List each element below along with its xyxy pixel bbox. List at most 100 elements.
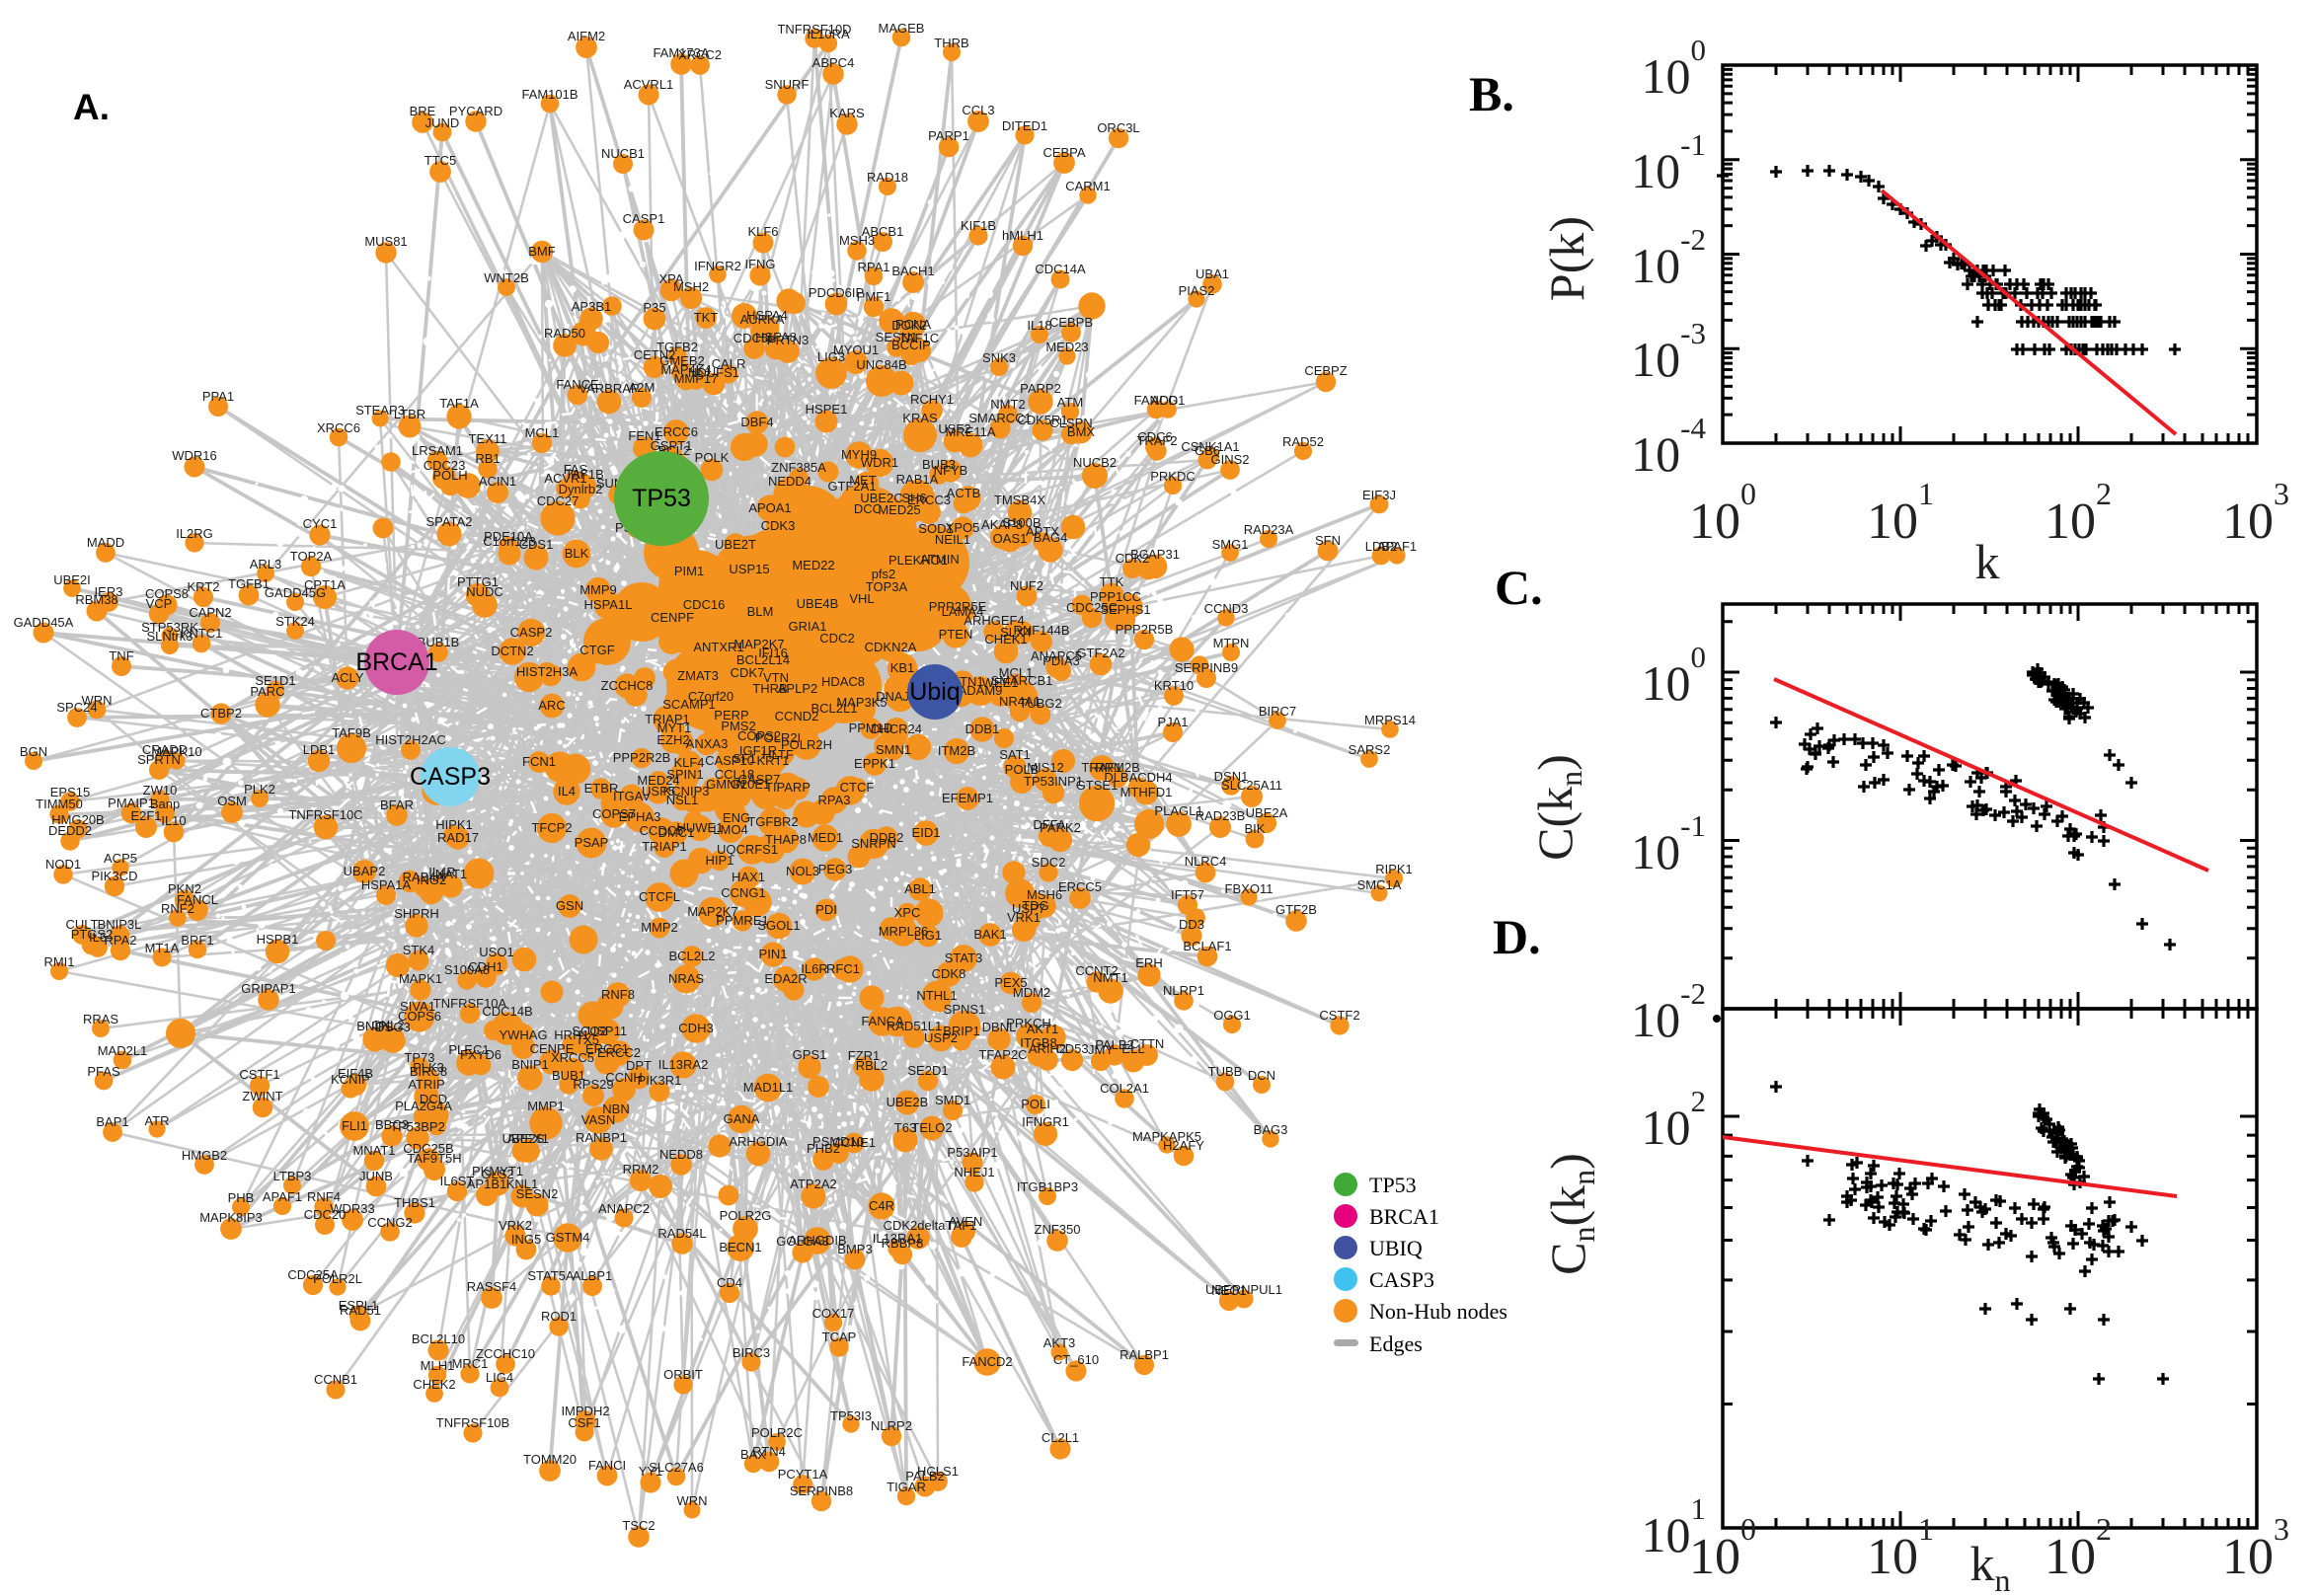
- svg-text:C(kn): C(kn): [1527, 754, 1588, 861]
- svg-text:POLR2L: POLR2L: [313, 1271, 362, 1286]
- svg-text:KB1: KB1: [890, 660, 915, 675]
- svg-text:STAT5A: STAT5A: [527, 1268, 575, 1283]
- svg-text:NRAS: NRAS: [668, 971, 704, 986]
- svg-text:ATM: ATM: [1057, 395, 1083, 410]
- svg-text:TUBB: TUBB: [1208, 1064, 1243, 1079]
- svg-text:SMARCC1: SMARCC1: [968, 411, 1032, 425]
- svg-text:ZWINT: ZWINT: [242, 1089, 282, 1103]
- svg-text:STEAP3: STEAP3: [355, 403, 405, 418]
- svg-text:PJA1: PJA1: [1157, 715, 1188, 729]
- svg-text:CCNT2: CCNT2: [1075, 963, 1118, 978]
- svg-text:FANCA: FANCA: [861, 1014, 904, 1028]
- svg-text:LDB1: LDB1: [303, 742, 336, 757]
- svg-text:CENPF: CENPF: [651, 610, 694, 625]
- svg-text:CTCF: CTCF: [840, 780, 875, 795]
- svg-text:LIG4: LIG4: [486, 1370, 513, 1385]
- svg-text:CTCFL: CTCFL: [639, 889, 680, 904]
- svg-text:BRF1: BRF1: [181, 933, 213, 948]
- svg-text:TP53: TP53: [632, 485, 691, 512]
- svg-text:BRE: BRE: [410, 104, 436, 118]
- svg-text:CALR: CALR: [712, 356, 746, 371]
- svg-text:UBAP2: UBAP2: [344, 864, 386, 878]
- svg-text:PPP1CC: PPP1CC: [1090, 589, 1141, 604]
- svg-text:KARS: KARS: [829, 106, 865, 120]
- svg-text:UBE2B: UBE2B: [887, 1095, 929, 1109]
- svg-text:GANA: GANA: [724, 1111, 760, 1126]
- svg-text:TRAF1: TRAF1: [1081, 760, 1121, 775]
- svg-text:GB6: GB6: [1195, 443, 1220, 458]
- svg-text:YWHAG: YWHAG: [499, 1027, 547, 1042]
- svg-text:TOMM20: TOMM20: [523, 1452, 577, 1467]
- svg-text:NMT2: NMT2: [990, 397, 1025, 412]
- svg-text:CTGF: CTGF: [579, 643, 614, 657]
- svg-text:RPA3: RPA3: [818, 793, 851, 807]
- svg-text:GSTM4: GSTM4: [546, 1230, 590, 1245]
- svg-text:TTK: TTK: [1100, 574, 1124, 589]
- svg-text:NLRP2: NLRP2: [871, 1418, 912, 1433]
- svg-text:CDC16: CDC16: [683, 597, 726, 612]
- svg-text:PALB2: PALB2: [905, 1469, 945, 1483]
- svg-text:RANBP1: RANBP1: [576, 1130, 627, 1145]
- svg-text:C1orf123: C1orf123: [483, 534, 535, 549]
- svg-text:RAD50: RAD50: [544, 326, 585, 341]
- svg-text:ZCCHC10: ZCCHC10: [476, 1346, 535, 1361]
- svg-text:THBS1: THBS1: [394, 1195, 435, 1210]
- svg-text:PARC: PARC: [250, 684, 284, 699]
- svg-text:SPC24: SPC24: [56, 700, 97, 715]
- svg-text:CD53: CD53: [1055, 1041, 1088, 1056]
- svg-text:HMG20B: HMG20B: [51, 812, 104, 827]
- svg-text:PIN1: PIN1: [759, 947, 788, 961]
- svg-text:ERCC5: ERCC5: [1058, 879, 1102, 894]
- svg-text:GADD45A: GADD45A: [14, 615, 74, 630]
- svg-text:OSM: OSM: [217, 794, 247, 808]
- svg-text:BIRC3: BIRC3: [733, 1345, 770, 1360]
- svg-text:LRSAM1: LRSAM1: [412, 443, 463, 458]
- svg-text:NTHL1: NTHL1: [916, 988, 957, 1003]
- svg-text:ADAM9: ADAM9: [959, 683, 1003, 698]
- svg-text:FAS: FAS: [564, 462, 588, 477]
- svg-text:BAG4: BAG4: [1034, 530, 1068, 545]
- svg-text:APEX1: APEX1: [507, 1131, 549, 1146]
- svg-text:PARP2: PARP2: [1020, 381, 1061, 396]
- svg-text:SLC27A6: SLC27A6: [649, 1460, 704, 1475]
- svg-text:ANXA3: ANXA3: [686, 736, 729, 751]
- svg-text:YY1: YY1: [639, 1464, 663, 1479]
- svg-text:JUNB: JUNB: [359, 1169, 393, 1183]
- svg-text:PIAS2: PIAS2: [1179, 283, 1215, 298]
- svg-text:C4R: C4R: [869, 1198, 894, 1213]
- svg-text:RRAS: RRAS: [83, 1012, 118, 1026]
- svg-text:ARC: ARC: [538, 698, 565, 713]
- svg-text:ADD1: ADD1: [1151, 393, 1186, 408]
- svg-text:MMP9: MMP9: [579, 582, 617, 597]
- svg-text:CDC14A: CDC14A: [1035, 262, 1086, 276]
- svg-text:BNIP1: BNIP1: [511, 1057, 549, 1072]
- svg-text:ARHGDIA: ARHGDIA: [729, 1134, 788, 1149]
- svg-text:ABCB1: ABCB1: [862, 224, 904, 239]
- svg-text:TTC5: TTC5: [425, 153, 457, 168]
- svg-text:ITM2B: ITM2B: [938, 743, 975, 758]
- svg-text:TP73: TP73: [404, 1050, 434, 1065]
- svg-text:CASP3: CASP3: [410, 763, 491, 791]
- svg-text:ING5: ING5: [511, 1232, 541, 1247]
- svg-text:D.: D.: [1493, 909, 1541, 964]
- svg-text:BAP1: BAP1: [96, 1114, 128, 1129]
- svg-text:BIRC7: BIRC7: [1259, 704, 1296, 719]
- svg-text:Non-Hub nodes: Non-Hub nodes: [1369, 1299, 1507, 1324]
- svg-text:EID1: EID1: [912, 825, 941, 840]
- svg-text:DBNL: DBNL: [982, 1020, 1017, 1034]
- svg-text:C.: C.: [1495, 560, 1543, 615]
- svg-text:TKT: TKT: [694, 310, 719, 325]
- svg-text:UBA1: UBA1: [1196, 266, 1229, 281]
- svg-text:MRPS14: MRPS14: [1364, 713, 1416, 727]
- svg-text:IL6ST: IL6ST: [440, 1174, 475, 1188]
- svg-text:H2AFY: H2AFY: [1163, 1138, 1204, 1153]
- svg-text:CT_610: CT_610: [1053, 1352, 1099, 1367]
- svg-text:UBE2A: UBE2A: [1246, 805, 1288, 820]
- svg-text:BRCA1: BRCA1: [1369, 1204, 1439, 1229]
- svg-text:CDC27: CDC27: [537, 494, 579, 508]
- svg-text:CSTF1: CSTF1: [239, 1067, 279, 1082]
- svg-text:DOK2: DOK2: [891, 318, 926, 333]
- svg-text:TDG: TDG: [1022, 898, 1048, 913]
- svg-text:PSAP: PSAP: [575, 835, 609, 850]
- svg-text:SFN: SFN: [1315, 533, 1341, 548]
